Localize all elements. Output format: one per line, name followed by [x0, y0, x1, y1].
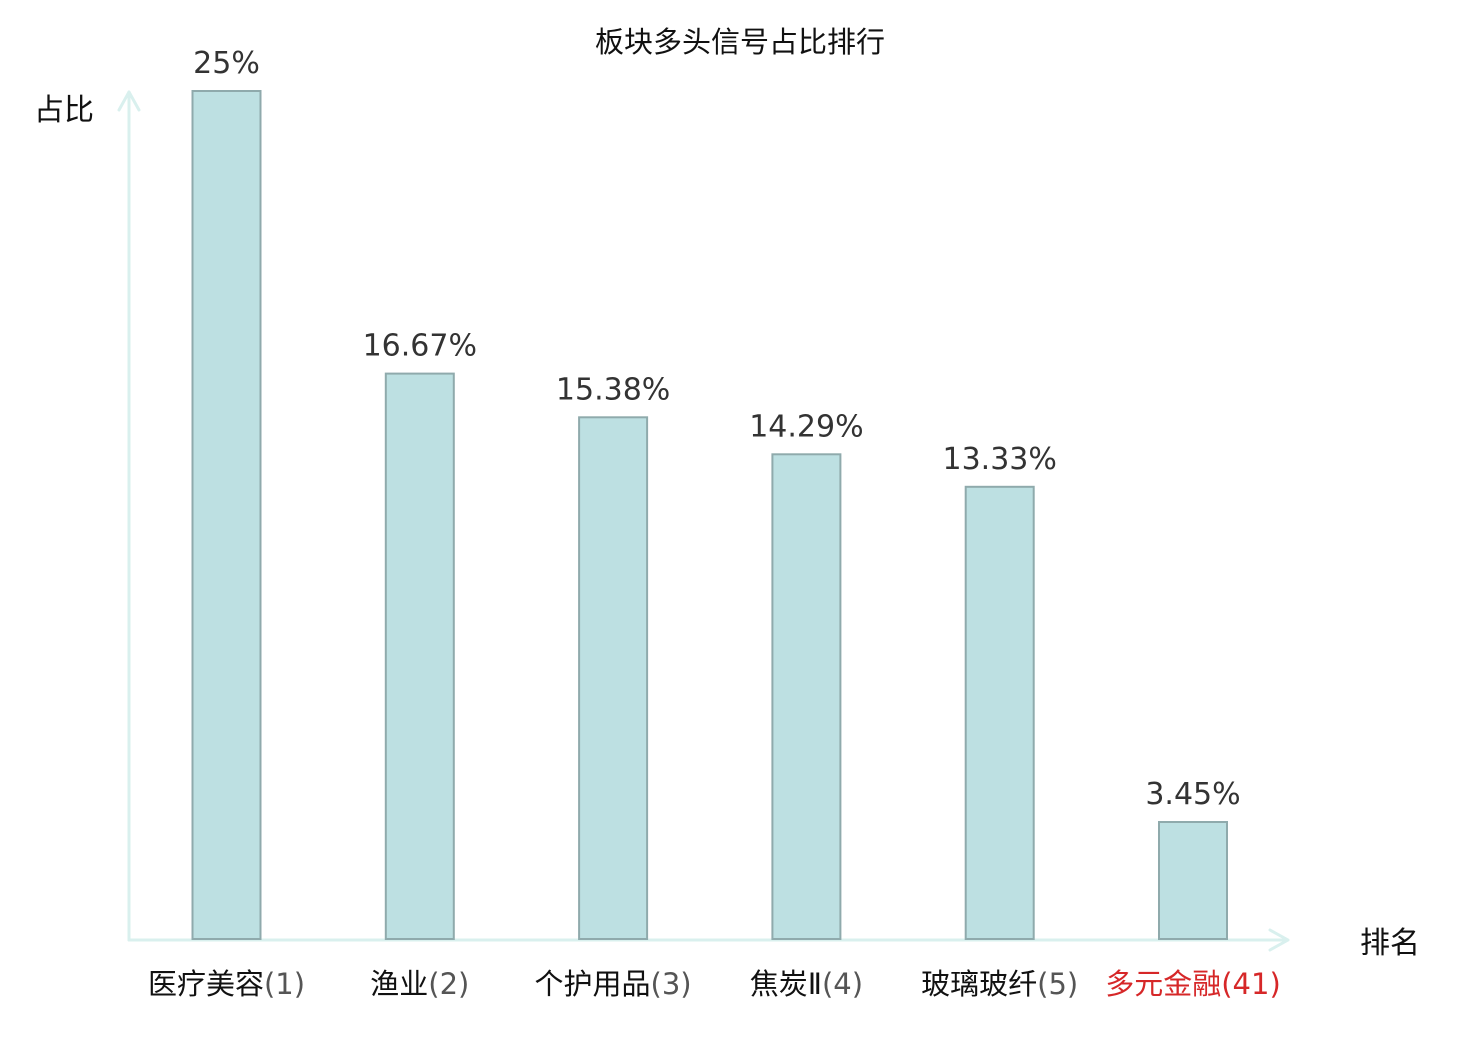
- bar: [771, 453, 842, 940]
- category-tick-label: 焦炭Ⅱ(4): [750, 967, 863, 1001]
- bar-value-label: 25%: [193, 46, 260, 81]
- bar-series: [191, 90, 1228, 941]
- category-tick-label: 多元金融(41): [1105, 967, 1281, 1001]
- bar-value-label: 14.29%: [749, 409, 863, 444]
- category-tick-label: 渔业(2): [370, 967, 469, 1001]
- x-axis-label: 排名: [1360, 926, 1420, 961]
- category-rank: (41): [1221, 967, 1281, 1001]
- bar-value-label: 16.67%: [363, 329, 477, 364]
- category-tick-label: 玻璃玻纤(5): [921, 967, 1078, 1001]
- category-rank: (2): [428, 967, 469, 1001]
- bar: [384, 372, 455, 941]
- value-labels: 25% 16.67% 15.38% 14.29% 13.33% 3.45%: [193, 46, 1241, 812]
- bar: [964, 485, 1035, 940]
- category-tick-label: 医疗美容(1): [148, 967, 305, 1001]
- bar-value-label: 13.33%: [943, 442, 1057, 477]
- y-axis-arrowhead: [117, 90, 141, 112]
- category-name: 医疗美容: [148, 967, 264, 1001]
- x-axis: [127, 928, 1290, 952]
- y-axis: [117, 90, 141, 942]
- category-name: 玻璃玻纤: [921, 967, 1037, 1001]
- category-name: 焦炭Ⅱ: [750, 967, 822, 1001]
- bar: [191, 90, 262, 940]
- category-name: 个护用品: [535, 967, 651, 1001]
- x-axis-arrowhead: [1268, 928, 1290, 952]
- chart-title: 板块多头信号占比排行: [595, 25, 885, 59]
- category-name: 渔业: [370, 967, 428, 1001]
- category-labels: 医疗美容(1) 渔业(2) 个护用品(3) 焦炭Ⅱ(4) 玻璃玻纤(5) 多元金融(41): [148, 967, 1281, 1001]
- category-rank: (5): [1037, 967, 1078, 1001]
- category-rank: (4): [822, 967, 863, 1001]
- bar: [578, 416, 649, 940]
- bar: [1158, 821, 1228, 940]
- category-rank: (3): [651, 967, 692, 1001]
- category-rank: (1): [264, 967, 305, 1001]
- bar-value-label: 15.38%: [556, 372, 670, 407]
- y-axis-label: 占比: [34, 93, 94, 128]
- category-name: 多元金融: [1105, 967, 1221, 1001]
- bar-value-label: 3.45%: [1145, 777, 1240, 812]
- category-tick-label: 个护用品(3): [535, 967, 692, 1001]
